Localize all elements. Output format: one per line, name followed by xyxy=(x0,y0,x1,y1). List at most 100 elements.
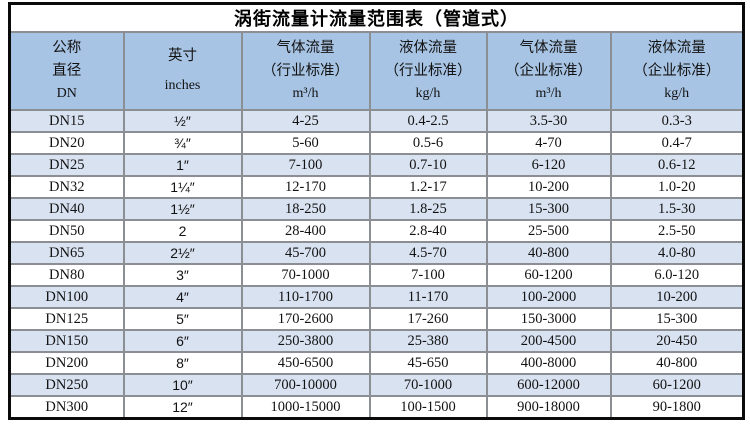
table-cell: 0.4-7 xyxy=(609,131,745,155)
table-cell: DN300 xyxy=(8,395,125,420)
table-cell: 70-1000 xyxy=(368,373,488,397)
table-cell: 1¼″ xyxy=(122,175,243,199)
column-header-liquid-enterprise: 液体流量 （企业标准） kg/h xyxy=(609,31,745,111)
table-cell: DN250 xyxy=(8,373,125,397)
table-cell: 70-1000 xyxy=(240,263,371,287)
table-cell: 45-650 xyxy=(368,351,488,375)
table-row-dn32: DN32 1¼″ 12-170 1.2-17 10-200 1.0-20 xyxy=(8,175,745,199)
table-cell: 600-12000 xyxy=(485,373,612,397)
column-header-line: DN xyxy=(56,85,77,101)
table-cell: 170-2600 xyxy=(240,307,371,331)
table-cell: 90-1800 xyxy=(609,395,745,420)
table-cell: 10″ xyxy=(122,373,243,397)
table-cell: 15-300 xyxy=(609,307,745,331)
table-cell: 4.5-70 xyxy=(368,241,488,265)
column-header-line: 气体流量 xyxy=(519,40,578,57)
table-cell: DN32 xyxy=(8,175,125,199)
column-header-gas-enterprise: 气体流量 （企业标准） m³/h xyxy=(485,31,612,111)
table-row-dn40: DN40 1½″ 18-250 1.8-25 15-300 1.5-30 xyxy=(8,197,745,221)
table-cell: 3″ xyxy=(122,263,243,287)
table-cell: 5-60 xyxy=(240,131,371,155)
column-header-line: kg/h xyxy=(664,85,690,101)
table-cell: 1.2-17 xyxy=(368,175,488,199)
table-cell: 18-250 xyxy=(240,197,371,221)
table-row-dn65: DN65 2½″ 45-700 4.5-70 40-800 4.0-80 xyxy=(8,241,745,265)
table-cell: 12-170 xyxy=(240,175,371,199)
column-header-line: （行业标准） xyxy=(384,63,472,79)
table-cell: 60-1200 xyxy=(485,263,612,287)
table-title-row: 涡街流量计流量范围表（管道式） xyxy=(8,2,745,33)
table-cell: DN125 xyxy=(8,307,125,331)
table-row-dn100: DN100 4″ 110-1700 11-170 100-2000 10-200 xyxy=(8,285,745,309)
table-cell: 1.0-20 xyxy=(609,175,745,199)
table-cell: DN20 xyxy=(8,131,125,155)
table-cell: DN40 xyxy=(8,197,125,221)
table-cell: DN50 xyxy=(8,219,125,243)
table-row-dn250: DN250 10″ 700-10000 70-1000 600-12000 60-1200 xyxy=(8,373,745,397)
table-cell: 400-8000 xyxy=(485,351,612,375)
table-cell: 40-800 xyxy=(609,351,745,375)
table-row-dn300: DN300 12″ 1000-15000 100-1500 900-18000 90-18… xyxy=(8,395,745,420)
column-header-line: 液体流量 xyxy=(647,40,706,57)
flow-range-table: 涡街流量计流量范围表（管道式） 公称 直径 DN 英寸 inches 气体流量 （行业标准）… xyxy=(8,2,745,420)
table-row-dn25: DN25 1″ 7-100 0.7-10 6-120 0.6-12 xyxy=(8,153,745,177)
column-header-line: 气体流量 xyxy=(276,40,335,57)
table-cell: 11-170 xyxy=(368,285,488,309)
table-cell: 40-800 xyxy=(485,241,612,265)
table-cell: 1000-15000 xyxy=(240,395,371,420)
table-cell: 0.4-2.5 xyxy=(368,109,488,133)
table-cell: 2 xyxy=(122,219,243,243)
table-header-row: 公称 直径 DN 英寸 inches 气体流量 （行业标准） m³/h 液体流量 （行业标准） kg… xyxy=(8,31,745,111)
table-row-dn20: DN20 ¾″ 5-60 0.5-6 4-70 0.4-7 xyxy=(8,131,745,155)
table-cell: 900-18000 xyxy=(485,395,612,420)
table-cell: 5″ xyxy=(122,307,243,331)
table-cell: DN100 xyxy=(8,285,125,309)
table-cell: 4.0-80 xyxy=(609,241,745,265)
table-cell: 150-3000 xyxy=(485,307,612,331)
table-cell: 4″ xyxy=(122,285,243,309)
table-cell: DN80 xyxy=(8,263,125,287)
table-cell: 1.8-25 xyxy=(368,197,488,221)
table-cell: 250-3800 xyxy=(240,329,371,353)
table-cell: ¾″ xyxy=(122,131,243,155)
column-header-line: （企业标准） xyxy=(505,63,592,79)
column-header-line: 英寸 xyxy=(168,47,197,64)
table-cell: 110-1700 xyxy=(240,285,371,309)
table-row-dn150: DN150 6″ 250-3800 25-380 200-4500 20-450 xyxy=(8,329,745,353)
table-cell: 17-260 xyxy=(368,307,488,331)
table-cell: 7-100 xyxy=(368,263,488,287)
column-header-line: 直径 xyxy=(52,63,82,79)
table-cell: 2½″ xyxy=(122,241,243,265)
table-cell: 12″ xyxy=(122,395,243,420)
column-header-line: （企业标准） xyxy=(633,63,721,79)
table-cell: DN65 xyxy=(8,241,125,265)
table-row-dn15: DN15 ½″ 4-25 0.4-2.5 3.5-30 0.3-3 xyxy=(8,109,745,133)
table-cell: 25-500 xyxy=(485,219,612,243)
column-header-gas-industry: 气体流量 （行业标准） m³/h xyxy=(240,31,371,111)
table-cell: 700-10000 xyxy=(240,373,371,397)
table-cell: 20-450 xyxy=(609,329,745,353)
table-cell: 1.5-30 xyxy=(609,197,745,221)
column-header-line: 液体流量 xyxy=(399,40,457,57)
table-cell: 1″ xyxy=(122,153,243,177)
table-cell: 6-120 xyxy=(485,153,612,177)
column-header-dn: 公称直径 DN xyxy=(8,31,125,111)
table-cell: 450-6500 xyxy=(240,351,371,375)
table-cell: 15-300 xyxy=(485,197,612,221)
column-header-line: m³/h xyxy=(292,85,319,101)
table-cell: DN25 xyxy=(8,153,125,177)
table-cell: 45-700 xyxy=(240,241,371,265)
table-cell: 25-380 xyxy=(368,329,488,353)
table-row-dn200: DN200 8″ 450-6500 45-650 400-8000 40-800 xyxy=(8,351,745,375)
table-cell: 6″ xyxy=(122,329,243,353)
column-header-liquid-industry: 液体流量 （行业标准） kg/h xyxy=(368,31,488,111)
table-cell: 1½″ xyxy=(122,197,243,221)
table-cell: 200-4500 xyxy=(485,329,612,353)
table-cell: 0.3-3 xyxy=(609,109,745,133)
table-cell: 8″ xyxy=(122,351,243,375)
table-cell: 2.5-50 xyxy=(609,219,745,243)
table-cell: 100-2000 xyxy=(485,285,612,309)
column-header-line: 公称 xyxy=(52,40,82,57)
table-cell: 0.5-6 xyxy=(368,131,488,155)
